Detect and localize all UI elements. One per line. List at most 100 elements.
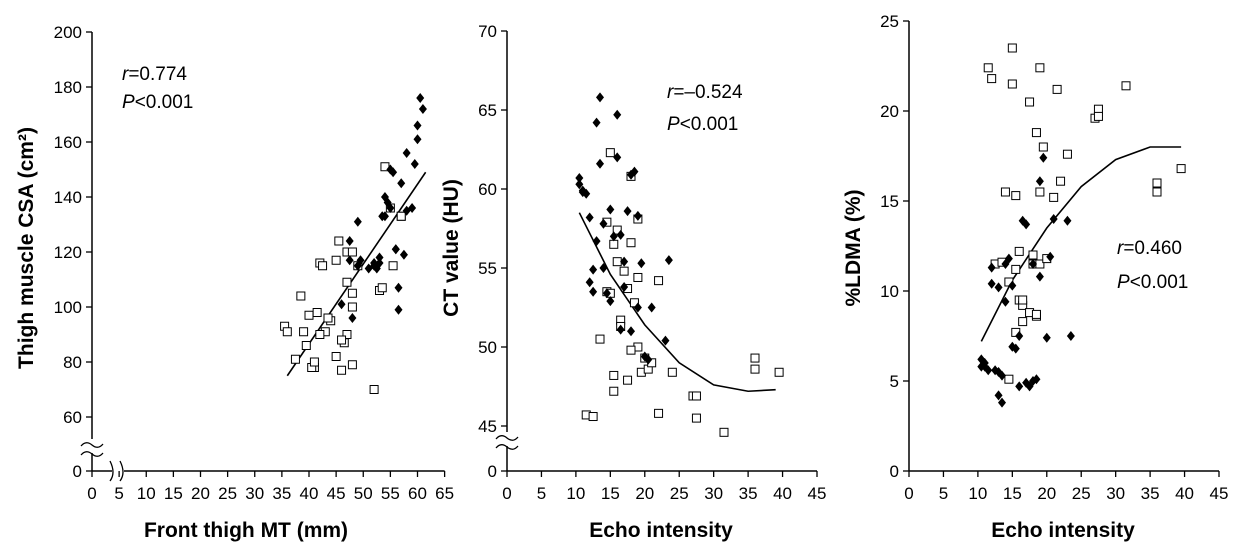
data-point-open-square — [654, 408, 664, 418]
data-point-filled-diamond — [987, 278, 996, 289]
y-tick-label: 180 — [54, 78, 82, 97]
data-point-open-square — [1035, 63, 1045, 73]
r-symbol: r — [667, 82, 674, 103]
data-point-open-square — [1152, 178, 1162, 188]
p-symbol: P — [1117, 272, 1130, 293]
data-point-filled-diamond — [616, 324, 625, 335]
data-point-filled-diamond — [353, 260, 362, 271]
data-point-filled-diamond — [599, 218, 608, 229]
data-point-open-square — [633, 272, 643, 282]
y-axis-break-mark — [80, 442, 104, 448]
data-point-filled-diamond — [397, 178, 406, 189]
data-point-filled-diamond — [994, 282, 1003, 293]
data-point-filled-diamond — [633, 302, 642, 313]
correlation-r-label: r=–0.524 — [667, 82, 743, 103]
y-tick-label: 65 — [478, 101, 497, 120]
data-point-open-square — [623, 375, 633, 385]
y-tick-label: 160 — [54, 133, 82, 152]
data-point-filled-diamond — [1015, 331, 1024, 341]
y-tick-label: 0 — [488, 462, 497, 481]
data-point-open-square — [750, 364, 760, 374]
x-tick-label: 45 — [327, 484, 346, 503]
correlation-r-label: r=0.460 — [1117, 238, 1182, 259]
y-axis-label-ct-value: CT value (HU) — [440, 179, 463, 317]
data-point-open-square — [609, 239, 619, 249]
data-point-open-square — [1062, 149, 1072, 159]
data-point-filled-diamond — [353, 216, 362, 227]
y-tick-label: 5 — [890, 372, 899, 391]
data-point-filled-diamond — [1011, 343, 1020, 354]
x-tick-label: 5 — [537, 484, 546, 503]
data-point-filled-diamond — [661, 335, 670, 346]
data-point-open-square — [612, 257, 622, 267]
data-point-filled-diamond — [664, 255, 673, 266]
data-point-filled-diamond — [1008, 280, 1017, 291]
y-axis-break-mark — [80, 451, 104, 457]
data-point-open-square — [750, 353, 760, 363]
data-point-open-square — [388, 261, 398, 271]
data-point-filled-diamond — [589, 286, 598, 297]
data-point-filled-diamond — [620, 256, 629, 267]
x-tick-label: 65 — [435, 484, 454, 503]
data-point-filled-diamond — [380, 211, 389, 222]
data-point-filled-diamond — [980, 358, 989, 368]
x-axis-label-echo-intensity: Echo intensity — [991, 519, 1135, 542]
data-point-open-square — [719, 427, 729, 437]
x-tick-label: 30 — [704, 484, 723, 503]
data-point-open-square — [595, 334, 605, 344]
data-point-filled-diamond — [1015, 381, 1024, 392]
data-point-filled-diamond — [1032, 374, 1041, 385]
x-tick-label: 5 — [939, 484, 948, 503]
y-axis-break-mark — [495, 444, 519, 450]
data-point-open-square — [774, 367, 784, 377]
x-tick-label: 35 — [1141, 484, 1160, 503]
data-point-open-square — [1014, 246, 1024, 256]
data-point-open-square — [609, 370, 619, 380]
x-tick-label: 45 — [808, 484, 827, 503]
data-point-filled-diamond — [575, 179, 584, 190]
data-point-open-square — [309, 357, 319, 367]
data-point-filled-diamond — [596, 158, 605, 169]
scatter-panel-ct-value: CT value (HU) Echo intensity r=–0.524 P<… — [440, 22, 826, 542]
data-point-filled-diamond — [394, 282, 403, 293]
data-point-filled-diamond — [644, 354, 653, 365]
data-point-open-square — [304, 310, 314, 320]
data-point-filled-diamond — [345, 255, 354, 266]
x-tick-label: 15 — [601, 484, 620, 503]
data-point-filled-diamond — [416, 93, 425, 103]
data-point-open-square — [1000, 187, 1010, 197]
x-tick-label: 10 — [137, 484, 156, 503]
data-point-open-square — [334, 236, 344, 246]
data-point-filled-diamond — [1046, 251, 1055, 262]
data-point-filled-diamond — [375, 258, 384, 268]
data-point-open-square — [347, 360, 357, 370]
data-point-open-square — [318, 261, 328, 271]
y-axis-break-mark — [495, 435, 519, 441]
data-point-open-square — [691, 391, 701, 401]
data-point-filled-diamond — [613, 109, 622, 120]
data-point-filled-diamond — [627, 326, 636, 337]
data-point-filled-diamond — [348, 313, 357, 323]
data-point-open-square — [1011, 264, 1021, 274]
p-value: <0.001 — [680, 114, 739, 135]
y-tick-label: 60 — [478, 180, 497, 199]
data-point-open-square — [1038, 142, 1048, 152]
data-point-filled-diamond — [585, 212, 594, 223]
y-tick-label: 15 — [880, 192, 899, 211]
data-point-filled-diamond — [386, 203, 395, 213]
data-point-open-square — [987, 74, 997, 84]
x-tick-label: 50 — [354, 484, 373, 503]
r-value: =0.774 — [128, 64, 187, 85]
x-axis-label-echo-intensity: Echo intensity — [589, 519, 733, 542]
data-point-open-square — [612, 225, 622, 235]
data-point-open-square — [654, 276, 664, 286]
x-tick-label: 20 — [635, 484, 654, 503]
data-point-filled-diamond — [616, 229, 625, 240]
x-tick-label: 25 — [670, 484, 689, 503]
data-point-open-square — [1004, 374, 1014, 384]
data-point-filled-diamond — [418, 104, 427, 114]
x-tick-label: 25 — [218, 484, 237, 503]
data-point-open-square — [347, 288, 357, 298]
x-tick-label: 40 — [1175, 484, 1194, 503]
